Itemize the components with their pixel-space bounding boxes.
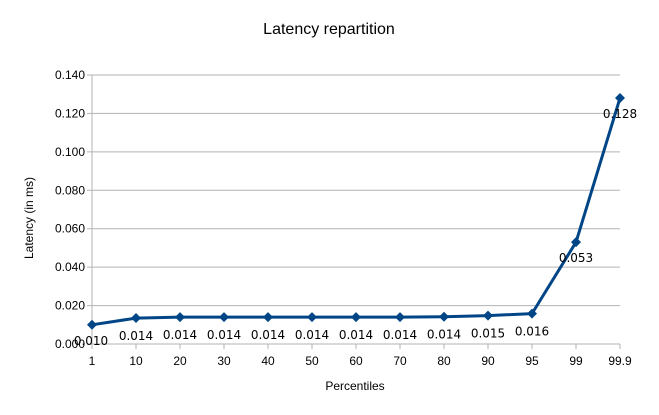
x-tick-label: 99.9 (608, 354, 632, 368)
x-tick-label: 20 (173, 354, 187, 368)
x-tick-label: 50 (305, 354, 319, 368)
data-label: 0.014 (119, 329, 153, 343)
data-labels: 0.010 0.014 0.014 0.014 0.014 0.014 0.014 0.014… (74, 107, 637, 348)
data-label: 0.014 (163, 328, 197, 342)
x-tick-label: 80 (437, 354, 451, 368)
data-label: 0.016 (515, 325, 549, 339)
data-point (439, 311, 449, 322)
x-tick-label: 99 (569, 354, 583, 368)
data-label: 0.053 (559, 251, 593, 265)
data-label: 0.010 (74, 334, 108, 348)
data-label: 0.014 (251, 328, 285, 342)
x-tick-label: 70 (393, 354, 407, 368)
data-label: 0.014 (383, 328, 417, 342)
y-tick-label: 0.100 (55, 145, 85, 159)
data-point (131, 313, 141, 324)
data-label: 0.014 (295, 328, 329, 342)
y-tick-label: 0.000 (55, 337, 85, 351)
data-point (527, 308, 537, 319)
data-point (175, 312, 185, 323)
data-point (483, 310, 493, 321)
data-label: 0.128 (603, 107, 637, 121)
x-tick-label: 95 (525, 354, 539, 368)
series-layer (87, 93, 625, 330)
x-tick-label: 1 (89, 354, 96, 368)
data-point (307, 312, 317, 323)
data-label: 0.014 (339, 328, 373, 342)
x-tick-labels: 1 10 20 30 40 50 60 70 80 90 95 99 99.9 (89, 354, 632, 368)
x-tick-label: 60 (349, 354, 363, 368)
y-tick-label: 0.140 (55, 68, 85, 82)
y-axis-title: Latency (in ms) (22, 177, 36, 259)
chart-title: Latency repartition (263, 21, 395, 38)
x-tick-label: 10 (129, 354, 143, 368)
y-tick-label: 0.080 (55, 183, 85, 197)
y-tick-label: 0.060 (55, 222, 85, 236)
data-label: 0.014 (427, 328, 461, 342)
y-tick-label: 0.040 (55, 260, 85, 274)
data-point (87, 319, 97, 330)
gridlines (92, 74, 620, 307)
data-point (219, 312, 229, 323)
x-axis-title: Percentiles (325, 379, 384, 393)
axes (87, 74, 621, 349)
data-point (395, 312, 405, 323)
data-point (571, 237, 581, 248)
x-tick-label: 90 (481, 354, 495, 368)
x-tick-label: 30 (217, 354, 231, 368)
y-tick-label: 0.020 (55, 299, 85, 313)
data-point (351, 312, 361, 323)
data-point (263, 312, 273, 323)
y-tick-labels: 0.000 0.020 0.040 0.060 0.080 0.100 0.120 0.140 (55, 68, 85, 351)
data-point (615, 93, 625, 104)
data-label: 0.015 (471, 327, 505, 341)
data-label: 0.014 (207, 328, 241, 342)
y-tick-label: 0.120 (55, 106, 85, 120)
x-tick-label: 40 (261, 354, 275, 368)
